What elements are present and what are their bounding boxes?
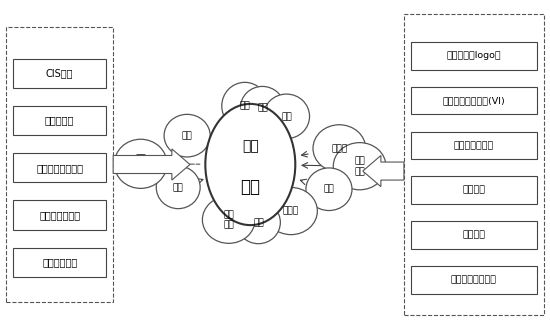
Text: CIS导入: CIS导入 (46, 68, 73, 78)
Text: 服务: 服务 (173, 183, 184, 192)
Bar (6, 27, 113, 302)
Ellipse shape (263, 94, 310, 139)
Ellipse shape (156, 166, 200, 209)
Text: 杂志: 杂志 (281, 112, 292, 121)
Text: 品牌视觉传达系统(VI): 品牌视觉传达系统(VI) (443, 96, 505, 105)
Text: 品牌标识（logo）: 品牌标识（logo） (447, 51, 501, 60)
Ellipse shape (202, 196, 255, 243)
Bar (13, 106, 106, 135)
Ellipse shape (240, 87, 284, 129)
Text: 认知: 认知 (240, 178, 260, 196)
Bar (411, 87, 537, 114)
Ellipse shape (164, 114, 210, 157)
Ellipse shape (333, 142, 386, 190)
Ellipse shape (313, 125, 366, 172)
Text: 展示: 展示 (323, 185, 334, 194)
Bar (411, 132, 537, 159)
Text: 品牌宣传整合方案: 品牌宣传整合方案 (451, 275, 497, 284)
Text: 品牌释章: 品牌释章 (463, 186, 485, 195)
Ellipse shape (306, 168, 352, 211)
Text: 软广告: 软广告 (331, 144, 348, 153)
Text: 终端人员管理手册: 终端人员管理手册 (36, 163, 83, 173)
Ellipse shape (205, 104, 295, 225)
Text: 品牌主题广告语: 品牌主题广告语 (454, 141, 494, 150)
Text: 促销: 促销 (253, 218, 264, 227)
Text: 导购: 导购 (182, 131, 192, 140)
Text: 经销商管理: 经销商管理 (45, 115, 74, 126)
Text: 专卖店: 专卖店 (283, 207, 299, 215)
Text: 品牌推广策略: 品牌推广策略 (42, 257, 78, 267)
Ellipse shape (114, 139, 167, 189)
Polygon shape (113, 149, 190, 180)
Text: 大厦
专柜: 大厦 专柜 (135, 154, 146, 173)
Bar (13, 200, 106, 230)
Bar (404, 14, 544, 315)
Bar (411, 221, 537, 249)
Text: 专卖店管理手册: 专卖店管理手册 (39, 210, 80, 220)
Ellipse shape (222, 82, 268, 130)
Bar (13, 59, 106, 88)
Text: 品牌: 品牌 (242, 139, 258, 154)
Bar (411, 176, 537, 204)
Text: 销售
渠道: 销售 渠道 (223, 210, 234, 229)
Ellipse shape (236, 201, 280, 244)
Bar (411, 42, 537, 70)
Polygon shape (363, 156, 404, 187)
Ellipse shape (265, 188, 317, 235)
Bar (13, 247, 106, 277)
Bar (411, 266, 537, 293)
Text: 户外
广告: 户外 广告 (354, 157, 365, 176)
Text: 品牌故事: 品牌故事 (463, 230, 485, 240)
Text: 电视: 电视 (239, 101, 250, 111)
Bar (13, 153, 106, 182)
Text: 报纸: 报纸 (257, 103, 268, 112)
